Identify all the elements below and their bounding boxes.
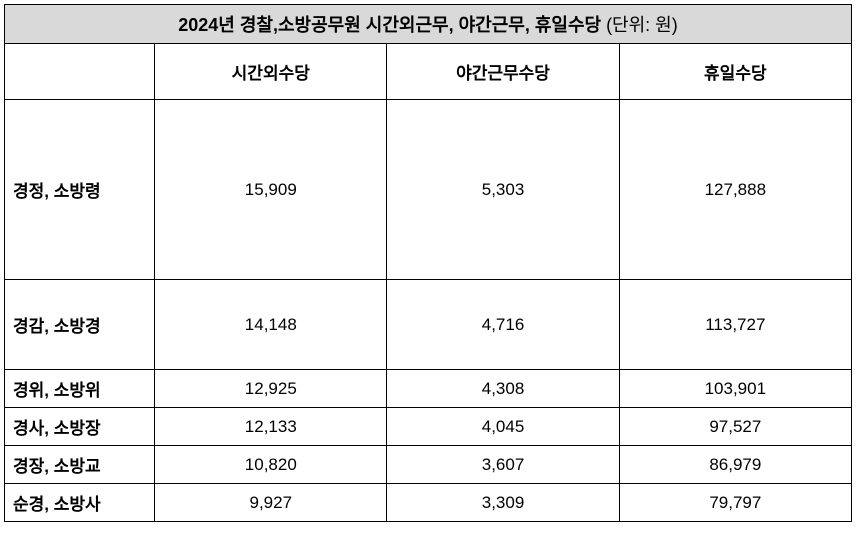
holiday-cell: 86,979 — [619, 446, 851, 484]
rank-cell: 경정, 소방령 — [5, 100, 155, 280]
night-cell: 4,308 — [387, 370, 619, 408]
table-row: 경사, 소방장 12,133 4,045 97,527 — [5, 408, 852, 446]
night-cell: 3,607 — [387, 446, 619, 484]
holiday-cell: 103,901 — [619, 370, 851, 408]
table-row: 경장, 소방교 10,820 3,607 86,979 — [5, 446, 852, 484]
table-row: 경위, 소방위 12,925 4,308 103,901 — [5, 370, 852, 408]
overtime-cell: 12,133 — [155, 408, 387, 446]
holiday-cell: 113,727 — [619, 280, 851, 370]
table-header-row: 시간외수당 야간근무수당 휴일수당 — [5, 44, 852, 100]
header-holiday: 휴일수당 — [619, 44, 851, 100]
table-title-cell: 2024년 경찰,소방공무원 시간외근무, 야간근무, 휴일수당 (단위: 원) — [5, 5, 852, 44]
rank-cell: 경감, 소방경 — [5, 280, 155, 370]
rank-cell: 경사, 소방장 — [5, 408, 155, 446]
night-cell: 5,303 — [387, 100, 619, 280]
holiday-cell: 127,888 — [619, 100, 851, 280]
header-overtime: 시간외수당 — [155, 44, 387, 100]
night-cell: 3,309 — [387, 484, 619, 522]
table-row: 경감, 소방경 14,148 4,716 113,727 — [5, 280, 852, 370]
night-cell: 4,045 — [387, 408, 619, 446]
overtime-cell: 14,148 — [155, 280, 387, 370]
overtime-cell: 15,909 — [155, 100, 387, 280]
table-title-main: 2024년 경찰,소방공무원 시간외근무, 야간근무, 휴일수당 — [178, 15, 601, 35]
overtime-cell: 10,820 — [155, 446, 387, 484]
header-night: 야간근무수당 — [387, 44, 619, 100]
overtime-cell: 9,927 — [155, 484, 387, 522]
header-rank — [5, 44, 155, 100]
table-row: 순경, 소방사 9,927 3,309 79,797 — [5, 484, 852, 522]
table-row: 경정, 소방령 15,909 5,303 127,888 — [5, 100, 852, 280]
holiday-cell: 79,797 — [619, 484, 851, 522]
allowance-table: 2024년 경찰,소방공무원 시간외근무, 야간근무, 휴일수당 (단위: 원)… — [4, 4, 852, 522]
rank-cell: 경장, 소방교 — [5, 446, 155, 484]
rank-cell: 순경, 소방사 — [5, 484, 155, 522]
table-title-unit: (단위: 원) — [601, 15, 678, 35]
rank-cell: 경위, 소방위 — [5, 370, 155, 408]
night-cell: 4,716 — [387, 280, 619, 370]
overtime-cell: 12,925 — [155, 370, 387, 408]
table-title-row: 2024년 경찰,소방공무원 시간외근무, 야간근무, 휴일수당 (단위: 원) — [5, 5, 852, 44]
holiday-cell: 97,527 — [619, 408, 851, 446]
